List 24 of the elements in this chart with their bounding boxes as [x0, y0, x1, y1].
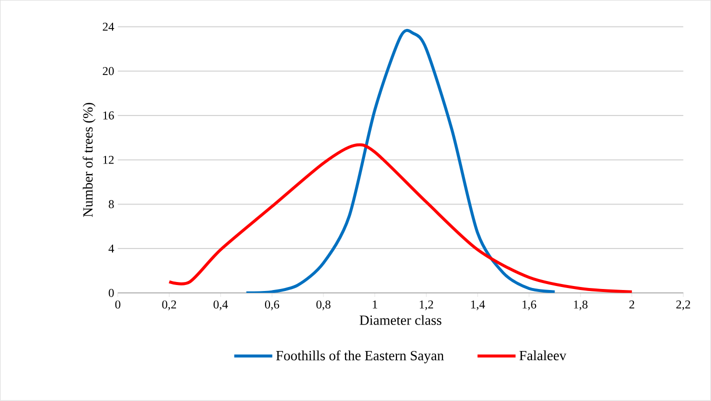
x-tick-label: 1,2	[420, 300, 434, 310]
x-tick-label: 0,6	[265, 300, 280, 310]
y-tick-label: 4	[108, 244, 114, 253]
y-tick-label: 16	[103, 112, 114, 120]
line-series	[168, 143, 634, 294]
x-tick-label: 1,8	[574, 300, 588, 310]
legend-label: Foothills of the Eastern Sayan	[276, 350, 444, 364]
y-tick-label: 8	[108, 200, 114, 208]
x-tick-label: 0,8	[316, 300, 330, 310]
x-tick-label: 2	[629, 300, 634, 309]
x-axis-title: Diameter class	[360, 315, 442, 326]
legend-label: Falaleev	[519, 350, 566, 360]
x-tick-label: 1,4	[471, 300, 485, 310]
x-tick-label: 1	[372, 300, 378, 308]
x-tick-label: 0,4	[214, 300, 228, 310]
x-tick-label: 0,2	[162, 300, 176, 310]
y-tick-label: 24	[102, 22, 114, 31]
y-axis-title: Number of trees (%)	[82, 103, 96, 218]
x-tick-label: 0	[115, 300, 120, 309]
x-tick-label: 2,2	[676, 300, 690, 310]
y-tick-label: 0	[108, 289, 114, 298]
x-tick-label: 1,6	[522, 300, 536, 310]
y-tick-label: 12	[103, 156, 114, 164]
y-tick-label: 20	[102, 67, 114, 76]
